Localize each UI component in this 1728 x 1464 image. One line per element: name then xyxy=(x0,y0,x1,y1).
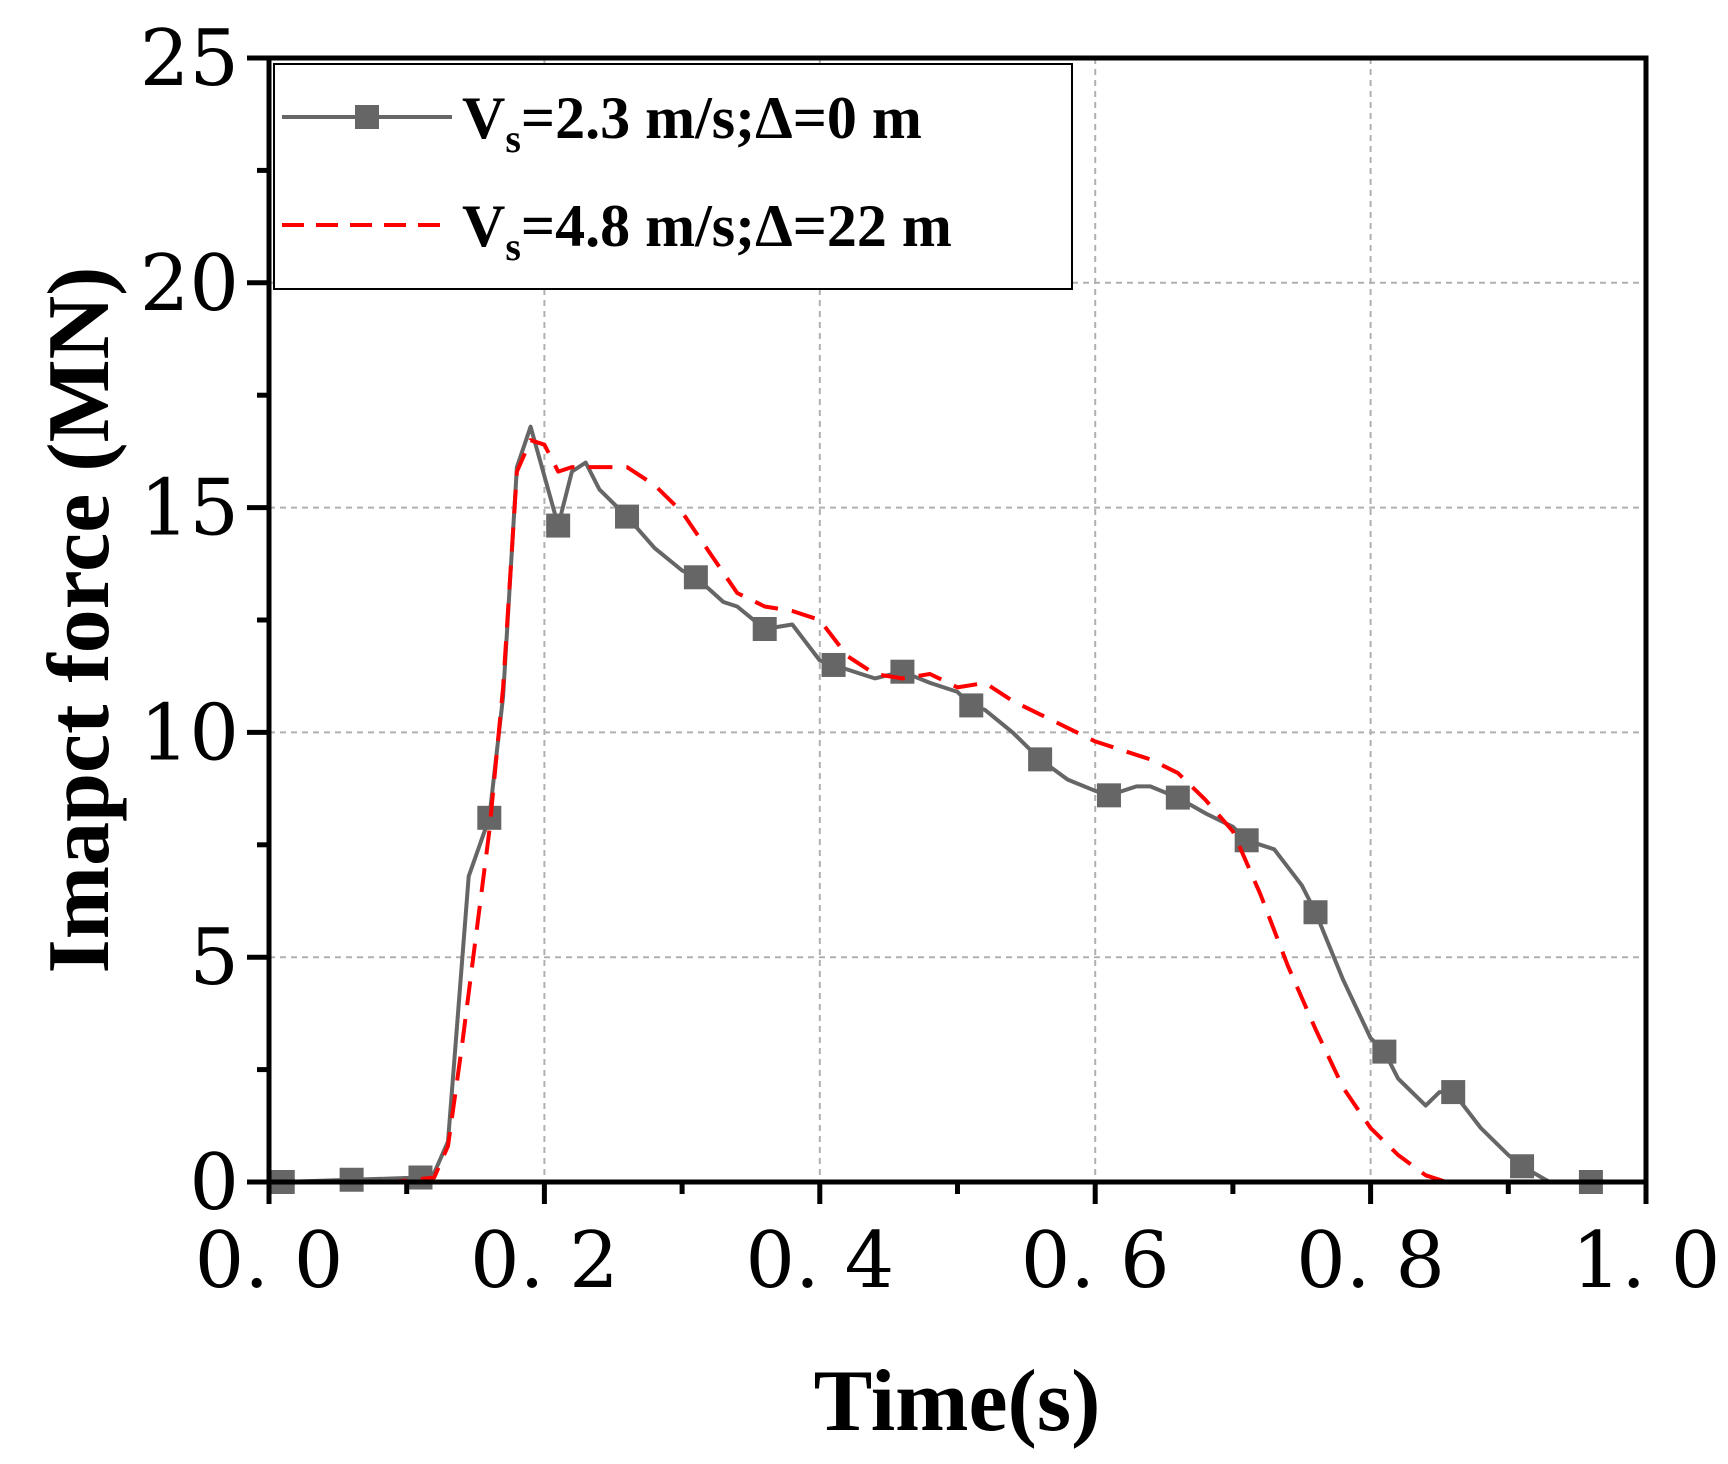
x-tick-label-1: 0. 2 xyxy=(470,1216,619,1306)
legend-main-series-2: V xyxy=(462,193,505,259)
legend-sub-series-2: s xyxy=(505,224,521,269)
labels-layer: 0. 0 0. 2 0. 4 0. 6 0. 8 1. 0 0 5 10 15 20 25 xyxy=(140,14,1721,1306)
x-tick-label-3: 0. 6 xyxy=(1021,1216,1170,1306)
series-layer xyxy=(269,424,1603,1194)
y-tick-label-5: 25 xyxy=(140,14,239,104)
series-1-marker-10 xyxy=(959,693,984,718)
series-1-marker-5 xyxy=(615,504,640,529)
series-1-marker-6 xyxy=(683,565,708,590)
legend: Vs=2.3 m/s;Δ=0 m Vs=4.8 m/s;Δ=22 m xyxy=(273,63,1073,290)
series-1-marker-11 xyxy=(1028,747,1053,772)
y-axis-title: Imapct force (MN) xyxy=(31,267,128,974)
x-tick-label-0: 0. 0 xyxy=(195,1216,344,1306)
series-1-marker-8 xyxy=(821,652,846,677)
ticks-layer xyxy=(247,55,1649,1204)
series-1-marker-3 xyxy=(477,805,502,830)
series-1-marker-14 xyxy=(1234,828,1259,853)
series-1-marker-13 xyxy=(1165,785,1190,810)
x-tick-label-4: 0. 8 xyxy=(1296,1216,1445,1306)
series-1-marker-7 xyxy=(752,616,777,641)
legend-box xyxy=(273,63,1073,290)
x-axis-title: Time(s) xyxy=(814,1353,1101,1450)
legend-rest-series-2: =4.8 m/s;Δ=22 m xyxy=(521,193,952,259)
y-tick-label-4: 20 xyxy=(140,239,239,329)
legend-rest-series-1: =2.3 m/s;Δ=0 m xyxy=(521,85,922,151)
series-line-2 xyxy=(269,438,1447,1184)
series-1-marker-16 xyxy=(1372,1039,1397,1064)
series-1-marker-4 xyxy=(546,513,571,538)
legend-sub-series-1: s xyxy=(505,116,521,161)
series-1-marker-18 xyxy=(1510,1154,1535,1179)
legend-marker-series-1 xyxy=(355,105,379,129)
series-1-marker-15 xyxy=(1303,900,1328,925)
y-tick-label-3: 15 xyxy=(140,464,239,554)
x-tick-label-5: 1. 0 xyxy=(1572,1216,1721,1306)
y-tick-label-0: 0 xyxy=(189,1138,239,1228)
legend-label-series-1: Vs=2.3 m/s;Δ=0 m xyxy=(462,85,922,161)
y-tick-label-1: 5 xyxy=(189,913,239,1003)
legend-label-series-2: Vs=4.8 m/s;Δ=22 m xyxy=(462,193,952,269)
series-1-marker-17 xyxy=(1441,1080,1466,1105)
x-tick-label-2: 0. 4 xyxy=(745,1216,894,1306)
series-1-marker-12 xyxy=(1096,783,1121,808)
y-tick-label-2: 10 xyxy=(140,688,239,778)
legend-main-series-1: V xyxy=(462,85,505,151)
